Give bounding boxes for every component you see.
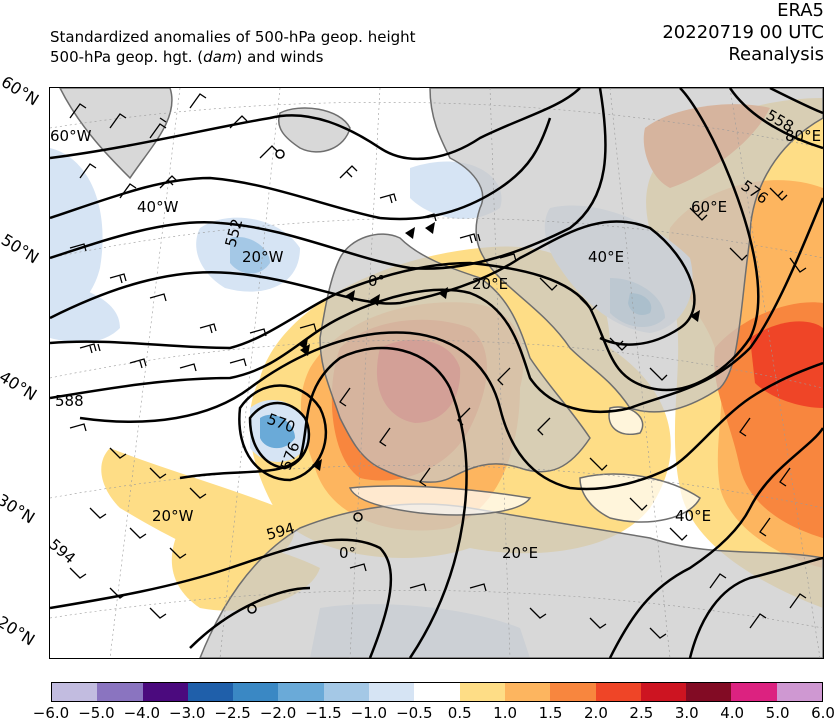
land-masses [59,88,823,658]
lon-label-0: 0° [368,272,385,290]
colorbar-tick-label: −1.0 [350,704,388,722]
map-panel[interactable]: 60°W 40°W 20°W 0° 20°E 40°E 60°E 80°E 20… [49,87,824,659]
lon-label-40e-south: 40°E [675,507,711,525]
colorbar-tick-label: 2.5 [629,704,654,722]
graticule [50,88,823,658]
colorbar-tick-label: 0.5 [447,704,472,722]
lon-label-40e: 40°E [588,248,624,266]
colorbar-tick-label: −6.0 [32,704,70,722]
map-canvas: 60°W 40°W 20°W 0° 20°E 40°E 60°E 80°E 20… [50,88,823,658]
colorbar-tick-label: −0.5 [396,704,433,722]
lat-label-60n: 60°N [0,72,43,110]
colorbar-tick-label: 1.0 [493,704,518,722]
unit-label: dam [203,48,237,66]
map-subtitle: 500-hPa geop. hgt. (dam) and winds [50,48,324,66]
product-label: Reanalysis [728,44,824,65]
lat-label-40n: 40°N [0,367,41,405]
lon-label-20w: 20°W [242,248,284,266]
colorbar-segment [187,683,234,701]
lon-label-80e: 80°E [785,127,821,145]
lat-label-30n: 30°N [0,490,39,528]
lat-label-20n: 20°N [0,612,39,650]
dataset-label: ERA5 [777,0,824,21]
colorbar-tick-labels: −6.0 −5.0 −4.0 −3.0 −2.5 −2.0 −1.5 −1.0 −0.5 0.5 1… [33,704,834,724]
colorbar-segment [369,683,415,701]
colorbar-tick-label: −1.5 [305,704,342,722]
colorbar-tick-label: 1.5 [538,704,563,722]
flow-markers [298,222,700,471]
map-title: Standardized anomalies of 500-hPa geop. … [50,27,416,47]
lon-label-20w-south: 20°W [152,507,194,525]
wind-barbs [69,93,807,639]
colorbar-segment [595,683,641,701]
colorbar-segment [142,683,188,701]
colorbar-tick-label: −2.0 [259,704,297,722]
colorbar-segment [640,683,687,701]
colorbar-tick-label: 6.0 [811,704,834,722]
colorbar-segment [233,683,279,701]
colorbar-segment [550,683,596,701]
colorbar-tick-label: −4.0 [123,704,161,722]
contour-label-588: 588 [55,392,84,410]
colorbar-segment [323,683,370,701]
lon-label-20e: 20°E [472,275,508,293]
iceland-land [278,107,351,153]
colorbar-tick-label: 3.0 [674,704,699,722]
colorbar-segment [686,683,732,701]
colorbar-segment [459,683,505,701]
colorbar-tick-label: 4.0 [720,704,745,722]
colorbar-segment [731,683,777,701]
datetime-label: 20220719 00 UTC [662,22,824,43]
europe-land [319,233,591,483]
colorbar-segment [52,683,98,701]
mediterranean-sea [348,485,532,516]
lon-label-60e: 60°E [691,198,727,216]
title-line-1: Standardized anomalies of 500-hPa geop. … [50,28,416,46]
colorbar-segment [776,683,823,701]
colorbar-tick-label: 5.0 [765,704,790,722]
colorbar-tick-label: −3.0 [169,704,206,722]
colorbar [51,682,823,702]
colorbar-segment [278,683,324,701]
height-contours [50,88,823,658]
lon-label-20e-south: 20°E [502,544,538,562]
colorbar-tick-label: −2.5 [214,704,251,722]
lon-label-60w: 60°W [50,127,92,145]
colorbar-segment [504,683,551,701]
colorbar-tick-label: −5.0 [78,704,115,722]
colorbar-segment [414,683,460,701]
lon-label-40w: 40°W [137,198,179,216]
colorbar-segment [97,683,143,701]
point-markers [247,149,363,614]
lat-label-50n: 50°N [0,230,43,268]
colorbar-tick-label: 2.0 [584,704,608,722]
lon-label-0-south: 0° [339,544,356,562]
